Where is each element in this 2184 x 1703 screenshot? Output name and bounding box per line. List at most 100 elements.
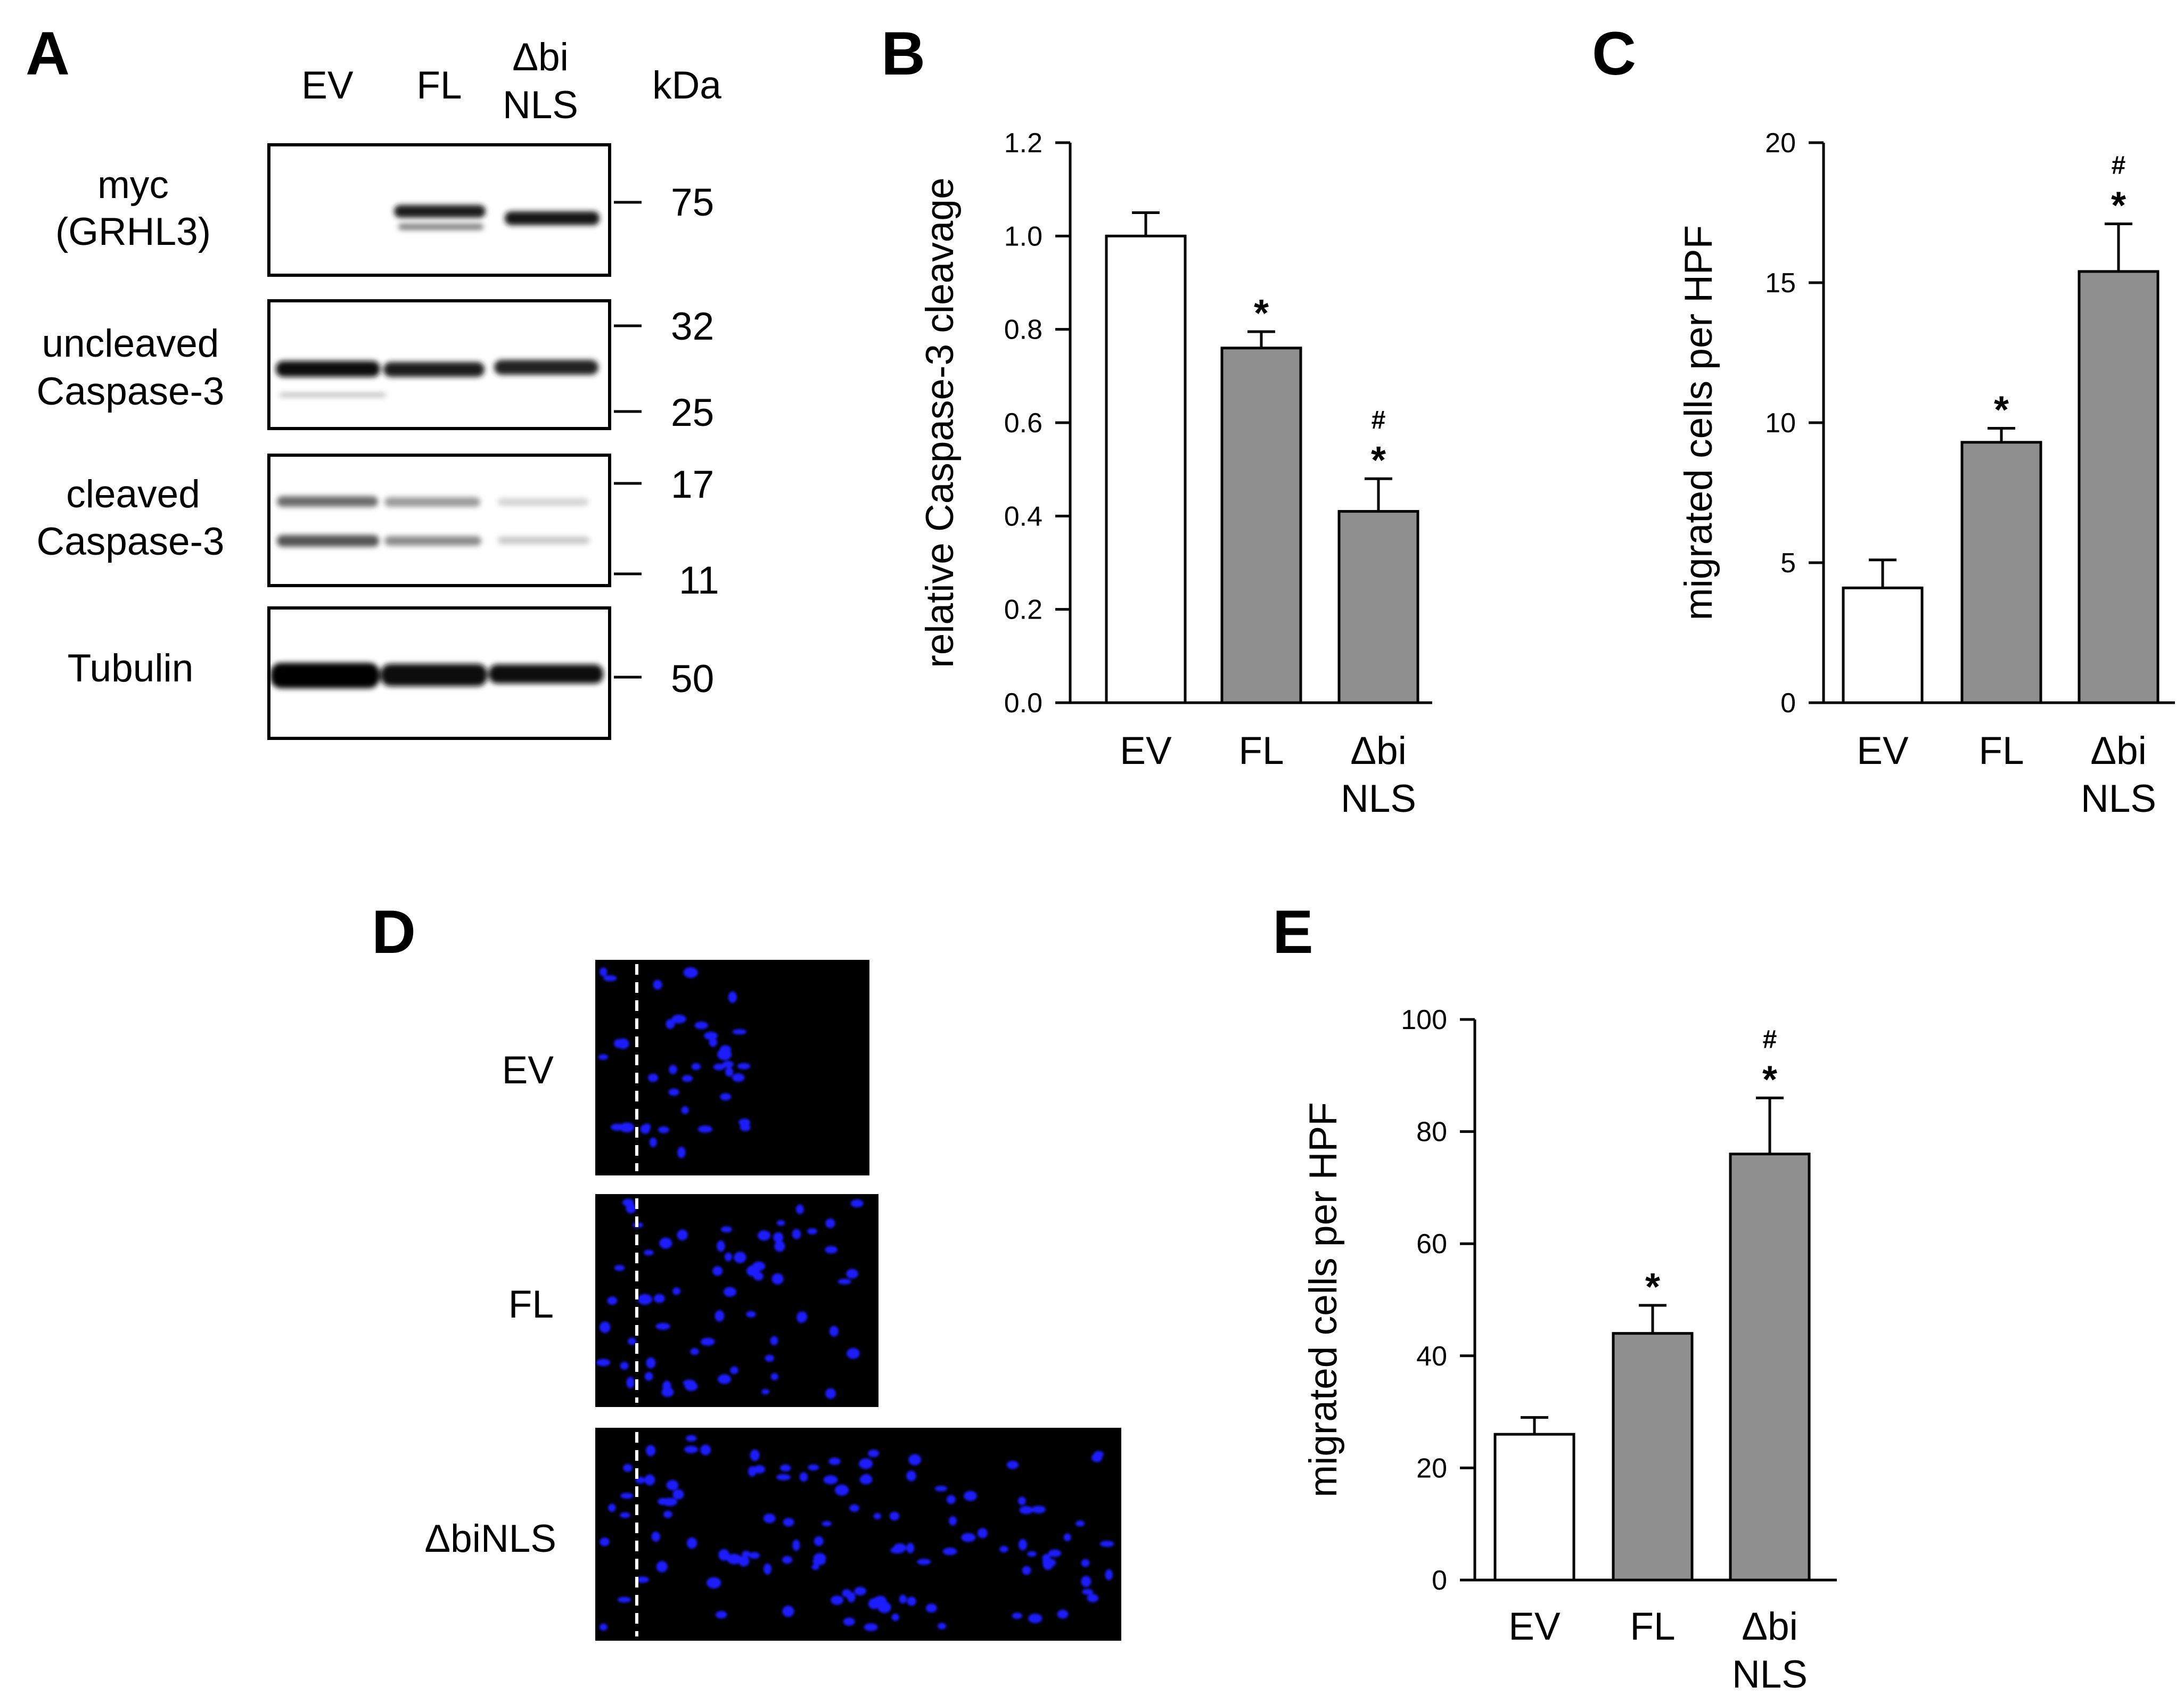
significance-asterisk: * [1254, 292, 1269, 335]
nucleus [999, 1545, 1008, 1553]
nucleus [1075, 1520, 1085, 1527]
nucleus [779, 1464, 791, 1472]
nucleus [750, 1449, 760, 1461]
nucleus [761, 1389, 770, 1395]
nucleus [829, 1326, 839, 1337]
nucleus [771, 1273, 784, 1285]
nucleus [619, 1122, 635, 1133]
nucleus [720, 1093, 732, 1101]
category-label: FL [1238, 729, 1284, 772]
nucleus [690, 1348, 699, 1355]
nucleus [864, 1623, 878, 1631]
nucleus [799, 1472, 808, 1482]
nucleus [662, 1498, 678, 1507]
significance-hash: # [1763, 1025, 1777, 1054]
nucleus [668, 1088, 679, 1096]
blot-label-tubulin: Tubulin [68, 647, 194, 690]
y-tick-label: 80 [1416, 1117, 1447, 1148]
nucleus [1105, 1569, 1113, 1581]
nucleus [1081, 1576, 1091, 1587]
nucleus [843, 1617, 855, 1626]
nucleus [598, 1054, 609, 1060]
nucleus [671, 1014, 686, 1024]
blot-label-myc-2: (GRHL3) [55, 210, 211, 253]
y-tick-label: 0 [1432, 1565, 1447, 1596]
y-tick-label: 60 [1416, 1229, 1447, 1260]
nucleus [783, 1518, 794, 1527]
nucleus [640, 1124, 651, 1134]
nucleus [707, 1577, 721, 1589]
category-label: NLS [2081, 777, 2156, 820]
lane-label-fl: FL [416, 64, 462, 107]
nucleus [825, 1246, 838, 1254]
band-cleaved-caspase3 [277, 496, 589, 547]
western-blot-panel: EV FL Δbi NLS kDa myc (GRHL3) 75 uncleav… [36, 36, 721, 740]
panel-letter-c: C [1592, 20, 1636, 88]
nucleus [763, 1563, 772, 1575]
nucleus [854, 1586, 866, 1595]
nucleus [899, 1594, 907, 1604]
nucleus [807, 1228, 818, 1235]
y-tick-label: 0.4 [1004, 501, 1042, 532]
nucleus [713, 1063, 725, 1071]
nucleus [620, 1512, 630, 1518]
nucleus [834, 1484, 849, 1496]
nucleus [782, 1606, 794, 1617]
nucleus [1042, 1553, 1051, 1563]
lane-label-ev: EV [301, 64, 354, 107]
nucleus [1028, 1614, 1042, 1624]
panel-letter-b: B [881, 20, 925, 88]
nucleus [681, 1106, 689, 1114]
nucleus [722, 1060, 734, 1068]
y-tick-label: 40 [1416, 1341, 1447, 1372]
nucleus [847, 1592, 856, 1603]
nucleus [666, 1019, 675, 1029]
nucleus [1006, 1460, 1019, 1469]
nucleus [620, 1493, 634, 1499]
nucleus [906, 1542, 915, 1553]
nucleus [814, 1536, 824, 1546]
nucleus [776, 1474, 791, 1480]
bar [1105, 234, 1187, 704]
nucleus [620, 1362, 629, 1370]
y-tick-label: 10 [1765, 408, 1796, 439]
nucleus [1027, 1551, 1037, 1557]
nucleus [607, 1296, 618, 1305]
micrograph-label-dbinls: ΔbiNLS [424, 1517, 556, 1560]
nucleus [749, 1552, 760, 1559]
nucleus [867, 1450, 880, 1458]
marker-11: 11 [679, 559, 719, 602]
nucleus [823, 1475, 838, 1485]
nucleus [792, 1539, 800, 1551]
category-label: FL [1630, 1605, 1675, 1648]
nucleus [717, 1048, 732, 1060]
nucleus [677, 1146, 686, 1158]
kda-label: kDa [652, 64, 721, 107]
bar [1960, 441, 2042, 704]
nucleus [628, 1337, 636, 1345]
y-axis-label: relative Caspase-3 cleavage [918, 177, 962, 668]
nucleus [1017, 1496, 1026, 1505]
nucleus [649, 1137, 657, 1147]
nucleus [908, 1454, 922, 1466]
marker-32: 32 [671, 305, 714, 348]
band-tubulin [270, 663, 603, 688]
nucleus [644, 1474, 655, 1486]
bar-chart-migration-c: 0 5 10 15 20 migrated cells per HPF EV * FL * # Δbi… [1677, 128, 2175, 820]
nucleus [599, 1321, 611, 1333]
nucleus [1048, 1549, 1062, 1557]
nucleus [663, 1510, 672, 1518]
bar [1612, 1332, 1694, 1582]
nucleus [825, 1388, 836, 1399]
micrograph-label-ev: EV [502, 1049, 554, 1092]
nucleus [683, 967, 698, 978]
nucleus [849, 1504, 859, 1512]
category-label: NLS [1732, 1653, 1808, 1696]
nucleus [626, 1203, 636, 1214]
nucleus [765, 1354, 775, 1362]
nucleus [730, 1366, 738, 1375]
nucleus [653, 980, 662, 990]
marker-17: 17 [671, 463, 714, 506]
significance-asterisk: * [1994, 389, 2009, 432]
bar [1493, 1433, 1575, 1582]
